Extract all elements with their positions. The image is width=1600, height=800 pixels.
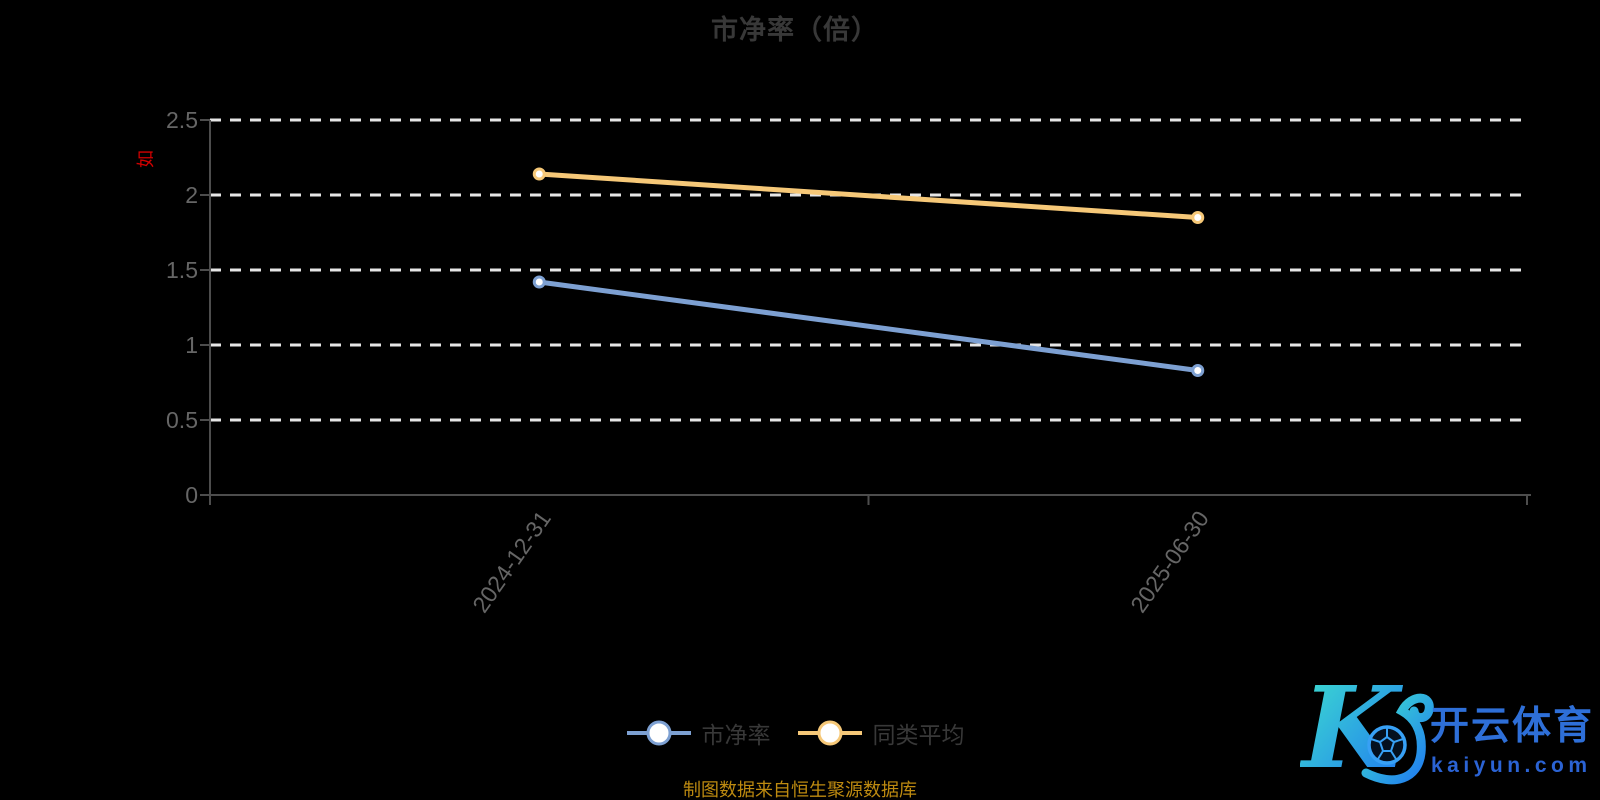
kaiyun-logo-graphic: K 开云体育 kaiyun.com bbox=[1299, 663, 1594, 794]
y-tick-label: 2 bbox=[185, 182, 198, 208]
series-line[interactable] bbox=[536, 171, 1201, 220]
data-point[interactable] bbox=[532, 275, 546, 289]
logo-domain: kaiyun.com bbox=[1431, 754, 1592, 777]
series-line[interactable] bbox=[536, 279, 1201, 373]
y-tick-label: 1 bbox=[185, 332, 198, 358]
y-tick-label: 0.5 bbox=[166, 407, 198, 433]
logo-title: 开云体育 bbox=[1430, 705, 1594, 748]
logo-swirl bbox=[1361, 693, 1434, 785]
y-tick-label: 1.5 bbox=[166, 257, 198, 283]
legend-label: 同类平均 bbox=[872, 722, 965, 748]
legend-label: 市净率 bbox=[701, 722, 771, 748]
data-point[interactable] bbox=[532, 167, 546, 181]
kaiyun-logo[interactable]: K 开云体育 kaiyun.com bbox=[1299, 663, 1600, 797]
legend-item[interactable]: 市净率 bbox=[626, 716, 771, 750]
chart-title: 市净率（倍） bbox=[711, 15, 879, 45]
legend-marker-icon bbox=[626, 720, 691, 746]
y-tick-label: 0 bbox=[185, 482, 198, 508]
legend-marker-icon bbox=[797, 720, 862, 746]
data-point[interactable] bbox=[1191, 364, 1205, 377]
legend-item[interactable]: 同类平均 bbox=[797, 716, 965, 750]
source-note: 制图数据来自恒生聚源数据库 bbox=[683, 780, 917, 800]
y-tick-label: 2.5 bbox=[166, 107, 198, 133]
legend: 市净率 同类平均 bbox=[0, 716, 1590, 750]
soccer-ball-icon bbox=[1367, 725, 1407, 765]
data-point[interactable] bbox=[1191, 211, 1205, 224]
